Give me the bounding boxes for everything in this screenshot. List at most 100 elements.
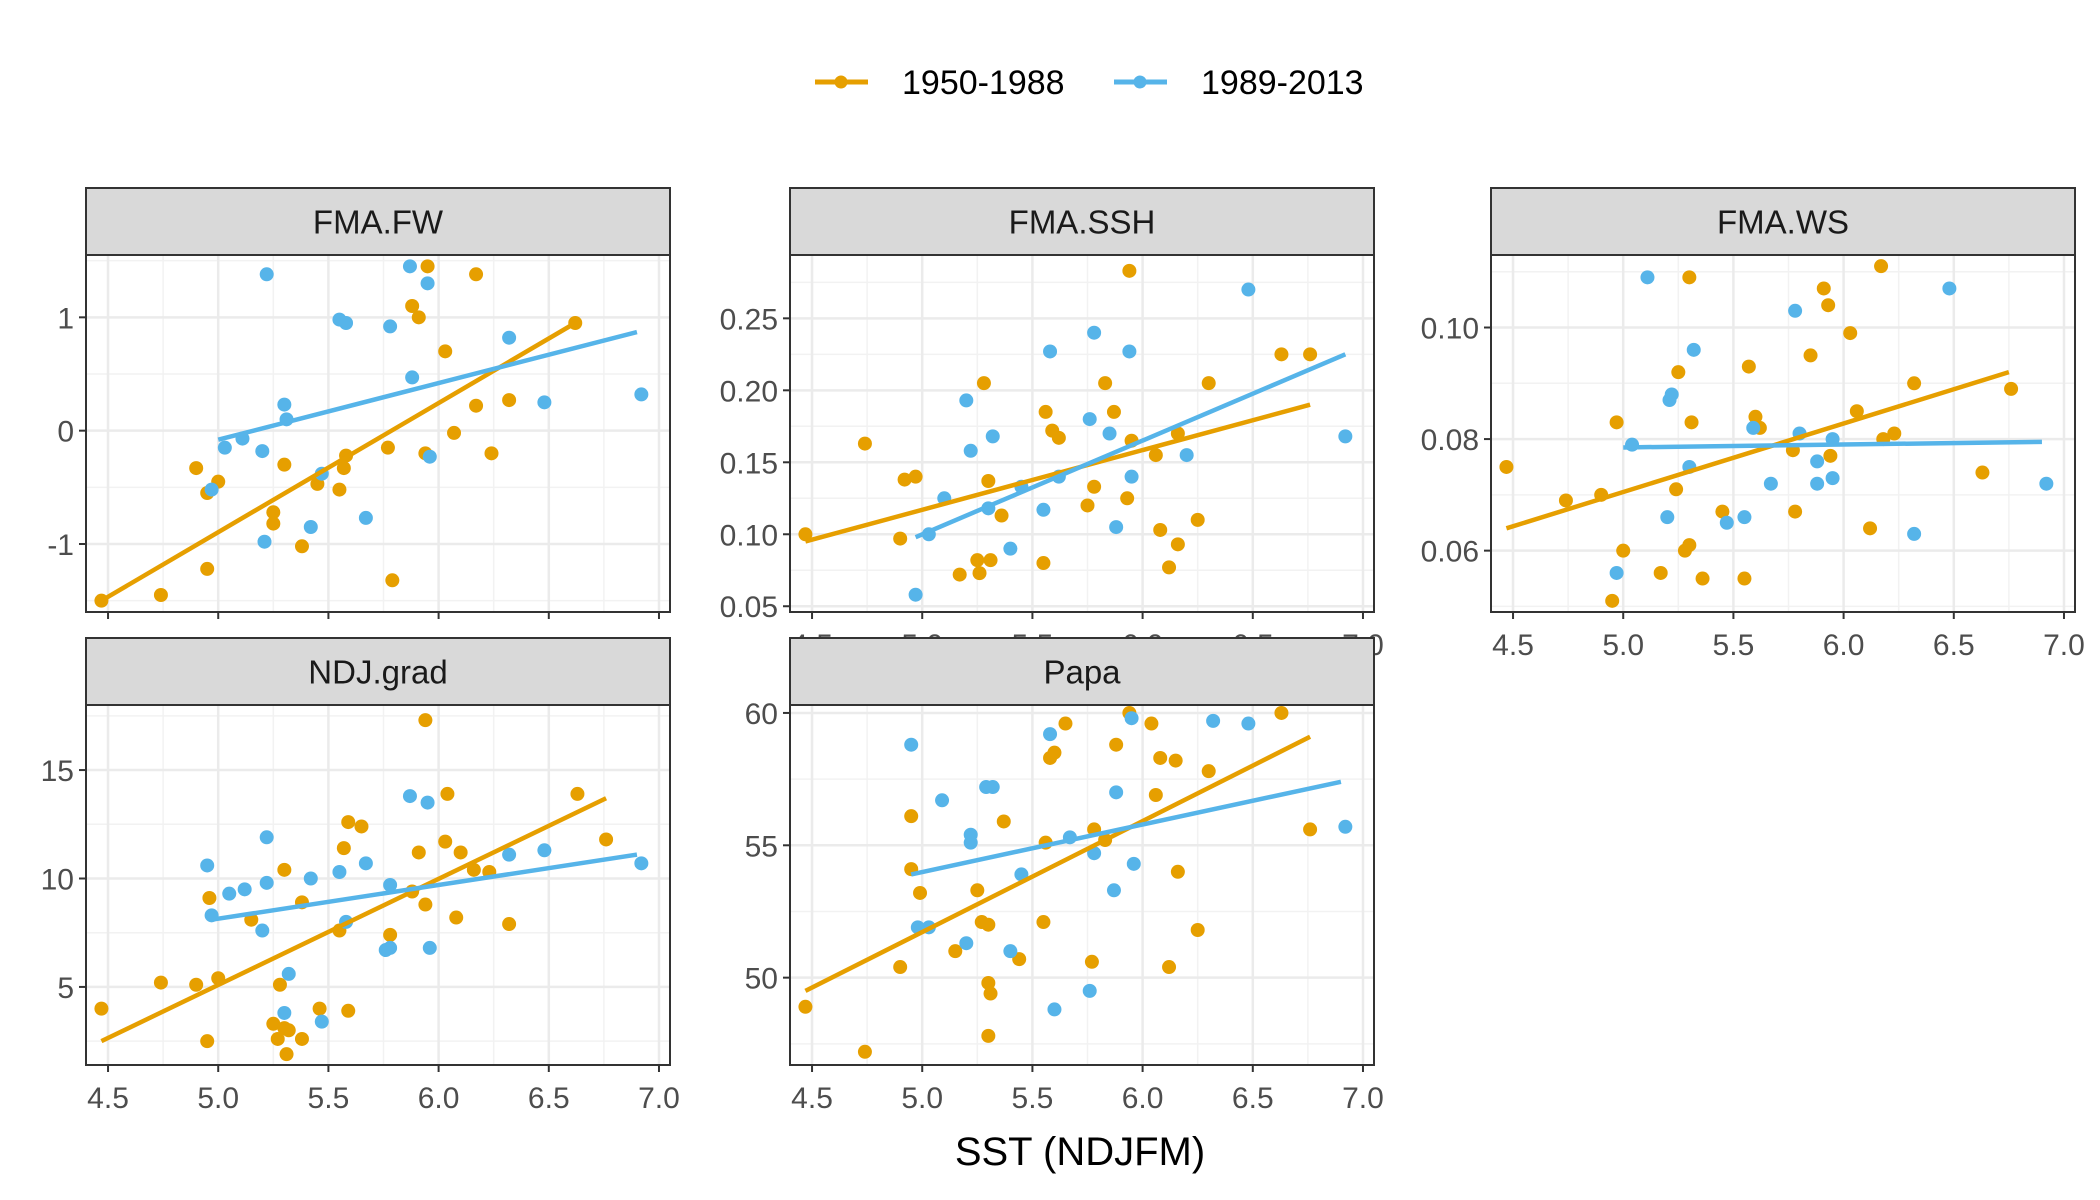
data-point bbox=[1748, 409, 1763, 424]
series-1989-2013 bbox=[1609, 270, 2054, 580]
data-point bbox=[438, 834, 453, 849]
data-point bbox=[440, 786, 455, 801]
data-point bbox=[1058, 716, 1073, 731]
data-point bbox=[1605, 593, 1620, 608]
data-point bbox=[1084, 954, 1099, 969]
data-point bbox=[339, 316, 354, 330]
data-point bbox=[1907, 376, 1922, 391]
fit-line-1989-2013 bbox=[1623, 439, 2042, 450]
x-tick-label: 4.5 bbox=[1492, 629, 1534, 662]
y-tick-label: 0.10 bbox=[1421, 313, 1479, 346]
data-point bbox=[1763, 476, 1778, 491]
y-tick-label: 5 bbox=[57, 972, 74, 1005]
fit-line-1989-2013 bbox=[211, 852, 638, 922]
data-point bbox=[1746, 420, 1761, 435]
data-point bbox=[358, 856, 373, 871]
data-point bbox=[1148, 788, 1163, 802]
data-point bbox=[1241, 716, 1256, 731]
data-point bbox=[94, 1001, 109, 1016]
panel-fma-ws: FMA.WS 0.06 0.08 0.10 4.5 5.0 5.5 6.0 6.5 7.0 bbox=[1421, 187, 2085, 662]
data-point bbox=[1047, 1002, 1062, 1017]
data-point bbox=[1047, 745, 1062, 760]
data-point bbox=[402, 789, 417, 804]
fit-line-1950-1988 bbox=[804, 734, 1312, 993]
data-point bbox=[449, 910, 464, 925]
panel-border bbox=[85, 254, 671, 613]
data-point bbox=[1170, 537, 1185, 552]
data-point bbox=[383, 927, 398, 942]
data-point bbox=[1179, 448, 1194, 463]
data-point bbox=[189, 461, 204, 476]
data-point bbox=[983, 553, 998, 568]
data-point bbox=[634, 387, 649, 402]
data-point bbox=[1942, 281, 1957, 296]
data-point bbox=[996, 814, 1011, 829]
data-point bbox=[1664, 387, 1679, 402]
fit-line-1950-1988 bbox=[100, 796, 608, 1044]
data-point bbox=[200, 561, 215, 576]
data-point bbox=[336, 461, 351, 476]
data-point bbox=[237, 882, 252, 897]
data-point bbox=[312, 1001, 327, 1016]
data-point bbox=[1887, 426, 1902, 441]
data-point bbox=[1087, 325, 1102, 340]
facet-strip bbox=[789, 187, 1375, 256]
data-point bbox=[1201, 764, 1216, 779]
data-point bbox=[1863, 521, 1878, 536]
data-point bbox=[420, 276, 435, 291]
data-point bbox=[1788, 504, 1803, 519]
data-point bbox=[380, 440, 395, 455]
series-1989-2013 bbox=[904, 711, 1353, 1017]
data-point bbox=[1737, 571, 1752, 586]
data-point bbox=[222, 886, 237, 901]
data-point bbox=[277, 457, 292, 472]
data-point bbox=[1003, 944, 1018, 959]
grid bbox=[790, 255, 1374, 612]
data-point bbox=[502, 847, 517, 862]
panel-fma-fw: FMA.FW -1 0 1 bbox=[47, 187, 671, 619]
y-tick-label: 0.20 bbox=[720, 375, 778, 408]
data-point bbox=[970, 883, 985, 898]
data-point bbox=[1849, 404, 1864, 419]
data-point bbox=[1036, 915, 1051, 930]
facet-strip bbox=[1490, 187, 2076, 256]
data-point bbox=[1153, 522, 1168, 537]
data-point bbox=[270, 1031, 285, 1046]
data-point bbox=[897, 472, 912, 487]
data-point bbox=[1695, 571, 1710, 586]
data-point bbox=[1190, 923, 1205, 937]
data-point bbox=[959, 393, 974, 408]
y-tick-label: 15 bbox=[41, 755, 74, 788]
data-point bbox=[1682, 270, 1697, 285]
data-point bbox=[341, 1003, 356, 1018]
y-tick-label: 50 bbox=[745, 963, 778, 996]
data-point bbox=[963, 827, 978, 842]
data-point bbox=[1201, 376, 1216, 391]
data-point bbox=[257, 534, 272, 549]
data-point bbox=[972, 566, 987, 581]
data-point bbox=[981, 917, 996, 932]
grid bbox=[1491, 255, 2075, 612]
data-point bbox=[1043, 344, 1058, 359]
data-point bbox=[411, 845, 426, 860]
data-point bbox=[405, 370, 420, 385]
data-point bbox=[1109, 785, 1124, 800]
x-tick-label: 4.5 bbox=[791, 1082, 833, 1115]
data-point bbox=[1810, 476, 1825, 491]
facet-strip-label: FMA.SSH bbox=[1009, 204, 1156, 241]
data-point bbox=[383, 878, 398, 892]
x-axis-title: SST (NDJFM) bbox=[955, 1130, 1205, 1174]
data-point bbox=[1051, 430, 1066, 445]
data-point bbox=[537, 843, 552, 858]
data-point bbox=[1109, 520, 1124, 535]
fit-line-1989-2013 bbox=[914, 352, 1347, 540]
data-point bbox=[1036, 556, 1051, 571]
data-point bbox=[1653, 565, 1668, 580]
data-point bbox=[277, 862, 292, 877]
data-point bbox=[259, 267, 274, 282]
data-point bbox=[1682, 538, 1697, 553]
data-point bbox=[537, 395, 552, 410]
data-point bbox=[1616, 543, 1631, 558]
panel-border bbox=[789, 254, 1375, 613]
